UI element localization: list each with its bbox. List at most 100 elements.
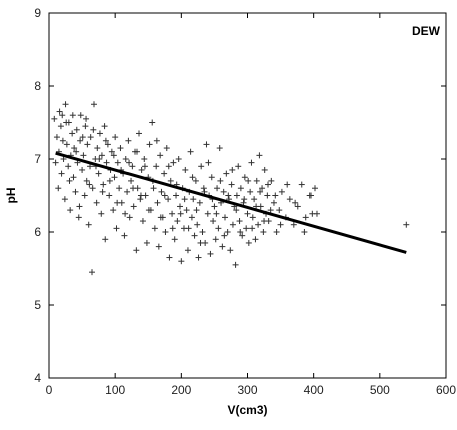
data-point (252, 236, 259, 243)
data-point (59, 137, 66, 144)
data-point (150, 185, 157, 192)
data-point (134, 148, 141, 155)
data-point (184, 247, 191, 254)
data-point (69, 112, 76, 119)
data-point (71, 145, 78, 152)
data-point (220, 188, 227, 195)
data-point (200, 185, 207, 192)
data-point (75, 214, 82, 221)
data-point (313, 210, 320, 217)
data-point (213, 210, 220, 217)
data-point (219, 243, 226, 250)
data-point (106, 177, 113, 184)
data-point (79, 166, 86, 173)
data-point (294, 203, 301, 210)
data-point (141, 156, 148, 162)
data-point (193, 207, 200, 214)
data-point (233, 192, 240, 199)
data-point (153, 163, 160, 170)
data-point (248, 159, 255, 166)
data-point (139, 218, 146, 225)
data-point (138, 166, 145, 173)
data-point (135, 130, 142, 137)
data-point (85, 221, 92, 228)
data-point (207, 250, 214, 257)
data-point (259, 185, 266, 192)
data-point (166, 254, 173, 261)
data-point (233, 207, 240, 214)
data-point (95, 170, 102, 177)
data-point (113, 225, 120, 232)
data-point (154, 199, 161, 206)
data-point (211, 203, 218, 210)
data-point (245, 177, 252, 184)
data-point (204, 210, 211, 217)
data-point (197, 239, 204, 246)
data-point (253, 177, 260, 184)
data-point (241, 196, 248, 203)
data-point (76, 203, 83, 210)
data-point (290, 221, 297, 228)
data-point (183, 207, 190, 214)
data-point (69, 130, 76, 137)
data-point (403, 221, 410, 228)
data-point (83, 177, 90, 184)
data-point (194, 221, 201, 228)
data-point (151, 225, 158, 232)
data-point (236, 218, 243, 225)
data-point (96, 130, 103, 137)
data-point (163, 145, 170, 152)
data-point (110, 152, 117, 159)
data-point (93, 199, 100, 206)
data-point (58, 170, 65, 177)
y-tick-label: 4 (34, 371, 41, 385)
data-point (199, 229, 206, 235)
x-tick-label: 200 (171, 383, 191, 397)
data-point (65, 163, 72, 170)
data-point (100, 181, 107, 188)
panel-annotation: DEW (412, 24, 441, 38)
data-point (146, 141, 153, 148)
data-point (66, 177, 73, 184)
data-point (267, 207, 274, 214)
data-point (122, 210, 129, 217)
data-point (117, 145, 124, 152)
data-point (79, 134, 86, 141)
data-point (227, 247, 234, 254)
data-point (157, 214, 164, 221)
data-point (122, 156, 129, 162)
data-point (98, 152, 105, 159)
data-point (133, 247, 140, 254)
data-point (86, 181, 93, 188)
data-point (116, 185, 123, 192)
data-point (98, 210, 105, 217)
data-point (257, 188, 264, 195)
data-point (165, 196, 172, 203)
data-point (237, 185, 244, 192)
data-point (249, 225, 256, 232)
data-point (126, 214, 133, 221)
data-point (167, 177, 174, 184)
data-point (121, 232, 128, 239)
data-point (89, 269, 96, 276)
data-point (260, 229, 267, 235)
data-point (90, 126, 97, 133)
data-point (99, 188, 106, 195)
data-point (256, 152, 263, 159)
data-point (239, 232, 246, 239)
data-point (106, 192, 113, 199)
data-point (243, 225, 250, 232)
data-point (83, 115, 90, 122)
data-point (130, 185, 137, 192)
data-point (52, 159, 59, 166)
data-point (96, 156, 103, 162)
data-point (162, 229, 169, 235)
data-point (141, 163, 148, 170)
data-point (153, 137, 160, 144)
trend-line (55, 151, 407, 254)
data-point (221, 232, 228, 239)
data-point (171, 236, 178, 243)
data-point (61, 196, 68, 203)
data-point (286, 196, 293, 203)
